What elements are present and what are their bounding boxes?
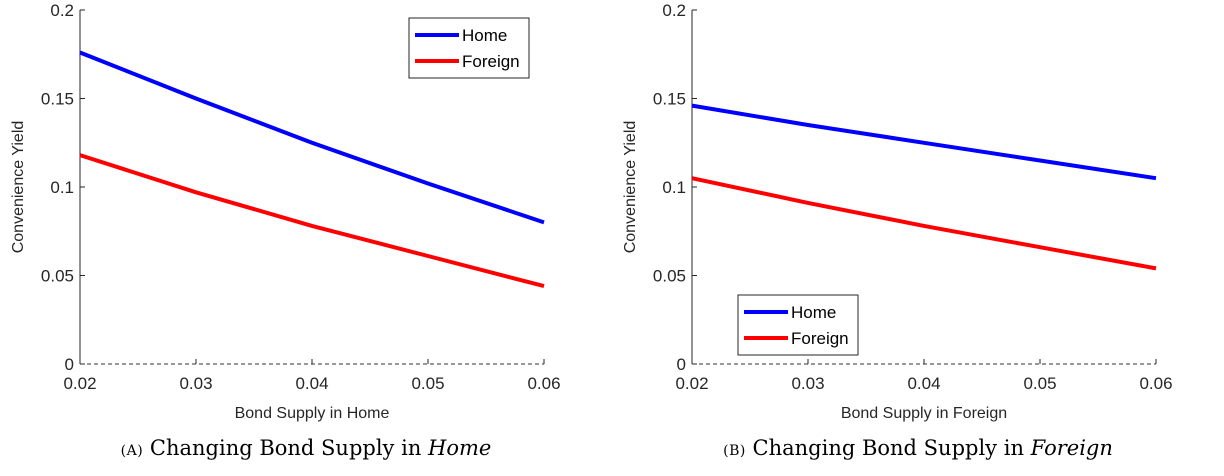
legend-box <box>408 17 530 79</box>
x-tick-label: 0.03 <box>791 374 824 393</box>
caption-a-tag: (A) <box>120 443 144 459</box>
caption-a: (A) Changing Bond Supply in Home <box>0 436 612 460</box>
series-line-home <box>79 50 545 225</box>
y-tick-label: 0 <box>65 355 74 374</box>
y-tick-label: 0 <box>677 355 686 374</box>
y-tick-label: 0.15 <box>653 90 686 109</box>
caption-b: (B) Changing Bond Supply in Foreign <box>612 436 1224 460</box>
series-line-foreign <box>691 176 1157 271</box>
y-tick-label: 0.1 <box>50 178 74 197</box>
y-tick-label: 0.1 <box>662 178 686 197</box>
x-tick-label: 0.06 <box>527 374 560 393</box>
x-tick-label: 0.02 <box>63 374 96 393</box>
x-tick-label: 0.06 <box>1139 374 1172 393</box>
figure-b: 0 0.05 0.1 0.15 0.2 0.02 0.03 0.04 0.05 0.06 Bond … <box>612 0 1224 476</box>
caption-a-emph: Home <box>428 436 492 460</box>
legend-label-home: Home <box>462 26 507 45</box>
chart-a-svg: 0 0.05 0.1 0.15 0.2 0.02 0.03 0.04 0.05 0.06 Bond … <box>10 1 561 422</box>
y-tick-label: 0.15 <box>41 90 74 109</box>
x-tick-label: 0.02 <box>675 374 708 393</box>
caption-a-prefix: Changing Bond Supply in <box>149 436 422 460</box>
y-tick-label: 0.2 <box>50 1 74 20</box>
series-line-foreign <box>79 153 545 289</box>
figure-a: 0 0.05 0.1 0.15 0.2 0.02 0.03 0.04 0.05 0.06 Bond … <box>0 1 612 460</box>
series-line-home <box>691 103 1157 181</box>
x-axis-label: Bond Supply in Foreign <box>841 405 1007 422</box>
y-tick-label: 0.05 <box>653 267 686 286</box>
y-axis-label: Convenience Yield <box>10 121 27 254</box>
legend-label-home: Home <box>791 303 836 322</box>
x-tick-label: 0.04 <box>907 374 940 393</box>
caption-b-emph: Foreign <box>1030 436 1113 460</box>
chart-b-svg: 0 0.05 0.1 0.15 0.2 0.02 0.03 0.04 0.05 0.06 Bond … <box>622 1 1173 422</box>
x-tick-label: 0.05 <box>1023 374 1056 393</box>
caption-b-tag: (B) <box>723 443 746 459</box>
y-tick-label: 0.2 <box>662 1 686 20</box>
legend-label-foreign: Foreign <box>791 329 849 348</box>
x-tick-label: 0.04 <box>295 374 328 393</box>
legend-box <box>737 294 859 356</box>
x-axis-label: Bond Supply in Home <box>235 405 390 422</box>
y-tick-label: 0.05 <box>41 267 74 286</box>
x-tick-label: 0.03 <box>179 374 212 393</box>
legend-label-foreign: Foreign <box>462 52 520 71</box>
caption-b-prefix: Changing Bond Supply in <box>752 436 1024 460</box>
x-tick-label: 0.05 <box>411 374 444 393</box>
y-axis-label: Convenience Yield <box>622 121 639 254</box>
